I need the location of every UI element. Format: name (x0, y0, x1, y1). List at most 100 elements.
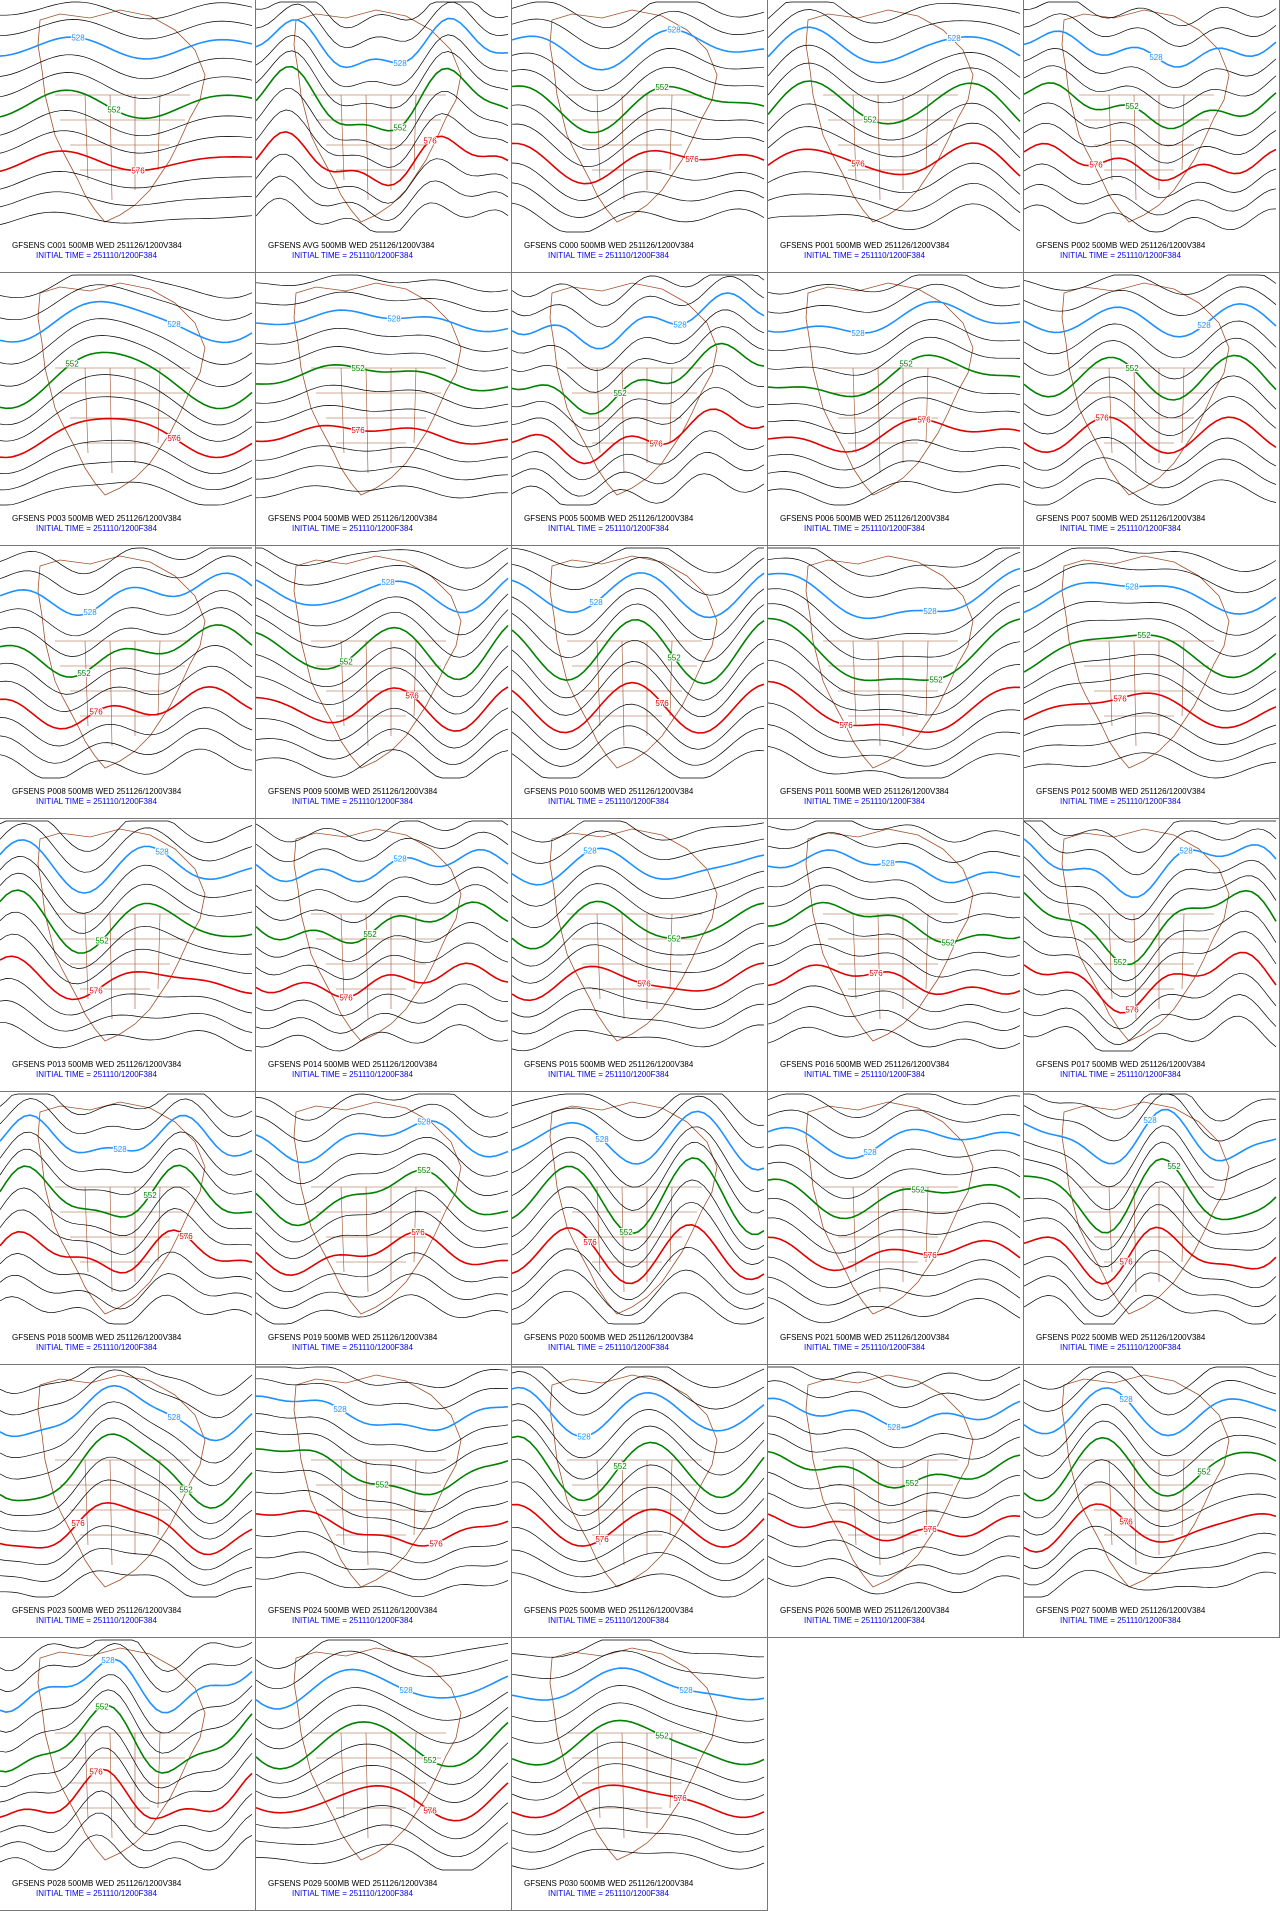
map: 528 552 576 GFSENS P008 500MB WED 251126/12… (0, 547, 253, 806)
contour (256, 1802, 509, 1840)
initial-time: INITIAL TIME = 251110/1200F384 (292, 251, 413, 260)
panel-title: GFSENS P021 500MB WED 251126/1200V384 (780, 1333, 950, 1342)
coastline (549, 1647, 718, 1861)
contour (512, 342, 765, 415)
contour (256, 1003, 509, 1034)
contour-label: 576 (869, 969, 883, 978)
panel-title: GFSENS P002 500MB WED 251126/1200V384 (1036, 241, 1206, 250)
map: 528 552 576 GFSENS P023 500MB WED 251126/12… (0, 1366, 253, 1625)
contour (256, 1782, 509, 1822)
contour (512, 942, 765, 984)
contour (256, 363, 509, 392)
coastline (37, 1101, 206, 1315)
contour (0, 89, 253, 120)
contour (768, 964, 1021, 996)
contour (256, 1024, 509, 1052)
contour (0, 665, 253, 712)
contour (256, 665, 509, 715)
contour (256, 1169, 509, 1227)
contour (512, 123, 765, 168)
contour (256, 749, 509, 779)
contour-label: 552 (929, 675, 943, 684)
contour-label: 576 (89, 986, 103, 995)
contour (512, 1806, 765, 1836)
map: 528 552 576 GFSENS P026 500MB WED 251126/12… (768, 1366, 1021, 1625)
contour-label: 552 (179, 1486, 193, 1495)
contour (0, 727, 253, 764)
contour-label: 576 (583, 1238, 597, 1247)
coastline (1061, 1101, 1230, 1315)
contour (256, 1413, 509, 1453)
panel-title: GFSENS P014 500MB WED 251126/1200V384 (268, 1060, 438, 1069)
contour (0, 1366, 253, 1396)
contour (256, 1650, 509, 1690)
contour (0, 607, 253, 657)
contour (256, 384, 509, 409)
initial-time: INITIAL TIME = 251110/1200F384 (1060, 1616, 1181, 1625)
contour (256, 645, 509, 698)
contour (768, 142, 1021, 177)
contour (1024, 910, 1277, 982)
contour (0, 1251, 253, 1292)
contour (1024, 102, 1277, 147)
contour (256, 197, 509, 233)
map: 528 552 576 GFSENS P010 500MB WED 251126/12… (512, 547, 765, 806)
contour (256, 848, 509, 883)
contour (1024, 416, 1277, 455)
panel-title: GFSENS P001 500MB WED 251126/1200V384 (780, 241, 950, 250)
contour (0, 1726, 253, 1789)
contour (1024, 1, 1277, 27)
contour (1024, 437, 1277, 471)
contour (768, 1197, 1021, 1237)
initial-time: INITIAL TIME = 251110/1200F384 (36, 1616, 157, 1625)
contour (1024, 1548, 1277, 1586)
initial-time: INITIAL TIME = 251110/1200F384 (548, 1889, 669, 1898)
contour-label: 528 (851, 329, 865, 338)
contour (768, 1217, 1021, 1254)
contour-label: 528 (71, 33, 85, 42)
contour (512, 408, 765, 465)
contour-label: 576 (423, 1807, 437, 1816)
panel-title: GFSENS P015 500MB WED 251126/1200V384 (524, 1060, 694, 1069)
map: 528 552 576 GFSENS C001 500MB WED 251126/12… (0, 1, 253, 260)
contour (768, 1256, 1021, 1289)
borders (311, 367, 446, 474)
contour (1024, 1015, 1277, 1052)
borders (567, 1732, 702, 1839)
contour (768, 1433, 1021, 1469)
map-panel: 528 552 576 GFSENS P002 500MB WED 251126/12… (1024, 0, 1280, 273)
panel-title: GFSENS P020 500MB WED 251126/1200V384 (524, 1333, 694, 1342)
contour-label: 552 (613, 389, 627, 398)
contour (1024, 712, 1277, 745)
contour (0, 351, 253, 410)
initial-time: INITIAL TIME = 251110/1200F384 (292, 797, 413, 806)
contour-label: 528 (595, 1135, 609, 1144)
coastline (1061, 555, 1230, 769)
contour-label: 576 (851, 160, 865, 169)
contour (1024, 477, 1277, 506)
contour (0, 72, 253, 99)
contour (512, 28, 765, 71)
contour-label: 576 (429, 1539, 443, 1548)
contour (512, 1126, 765, 1192)
contour-label: 552 (655, 83, 669, 92)
contour (1024, 972, 1277, 1030)
borders (823, 367, 958, 474)
contour (256, 1273, 509, 1309)
contour-label: 576 (339, 994, 353, 1003)
contour (512, 1095, 765, 1149)
contour (256, 1210, 509, 1260)
initial-time: INITIAL TIME = 251110/1200F384 (1060, 524, 1181, 533)
contour (512, 547, 764, 574)
contour-label: 552 (863, 115, 877, 124)
map-panel: 528 552 576 GFSENS P010 500MB WED 251126/12… (512, 546, 768, 819)
contour-label: 552 (941, 939, 955, 948)
contour (768, 1297, 1021, 1324)
borders (55, 1459, 190, 1566)
contour (512, 48, 764, 92)
contour-label: 576 (685, 155, 699, 164)
contour-label: 528 (947, 34, 961, 43)
panel-title: GFSENS P013 500MB WED 251126/1200V384 (12, 1060, 182, 1069)
contour (1024, 82, 1277, 130)
contour (0, 460, 253, 491)
